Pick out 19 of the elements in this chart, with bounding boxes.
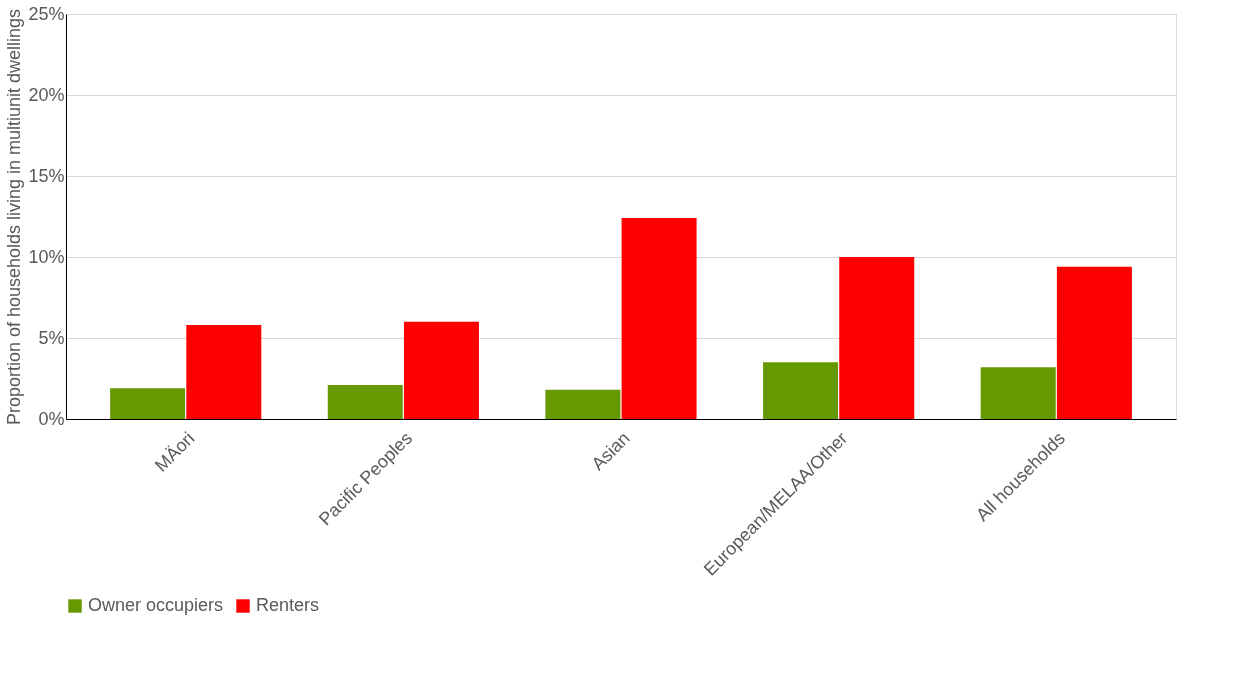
legend-label: Renters bbox=[256, 595, 320, 615]
legend-label: Owner occupiers bbox=[88, 595, 224, 615]
y-tick-label: 0% bbox=[38, 408, 65, 429]
bar bbox=[980, 367, 1056, 419]
bar bbox=[839, 257, 915, 419]
y-tick-label: 25% bbox=[28, 3, 65, 24]
y-tick-label: 20% bbox=[28, 84, 65, 105]
bar bbox=[763, 362, 839, 419]
bar bbox=[327, 384, 403, 419]
bar bbox=[1056, 266, 1132, 419]
y-axis-title: Proportion of households living in multiunit dwellings bbox=[4, 8, 25, 426]
bar bbox=[621, 218, 697, 419]
bar bbox=[186, 325, 262, 419]
bar bbox=[110, 388, 186, 419]
bar bbox=[545, 389, 621, 419]
y-tick-label: 15% bbox=[28, 165, 65, 186]
bar bbox=[403, 321, 479, 419]
y-tick-label: 10% bbox=[28, 246, 65, 267]
y-tick-label: 5% bbox=[38, 327, 65, 348]
